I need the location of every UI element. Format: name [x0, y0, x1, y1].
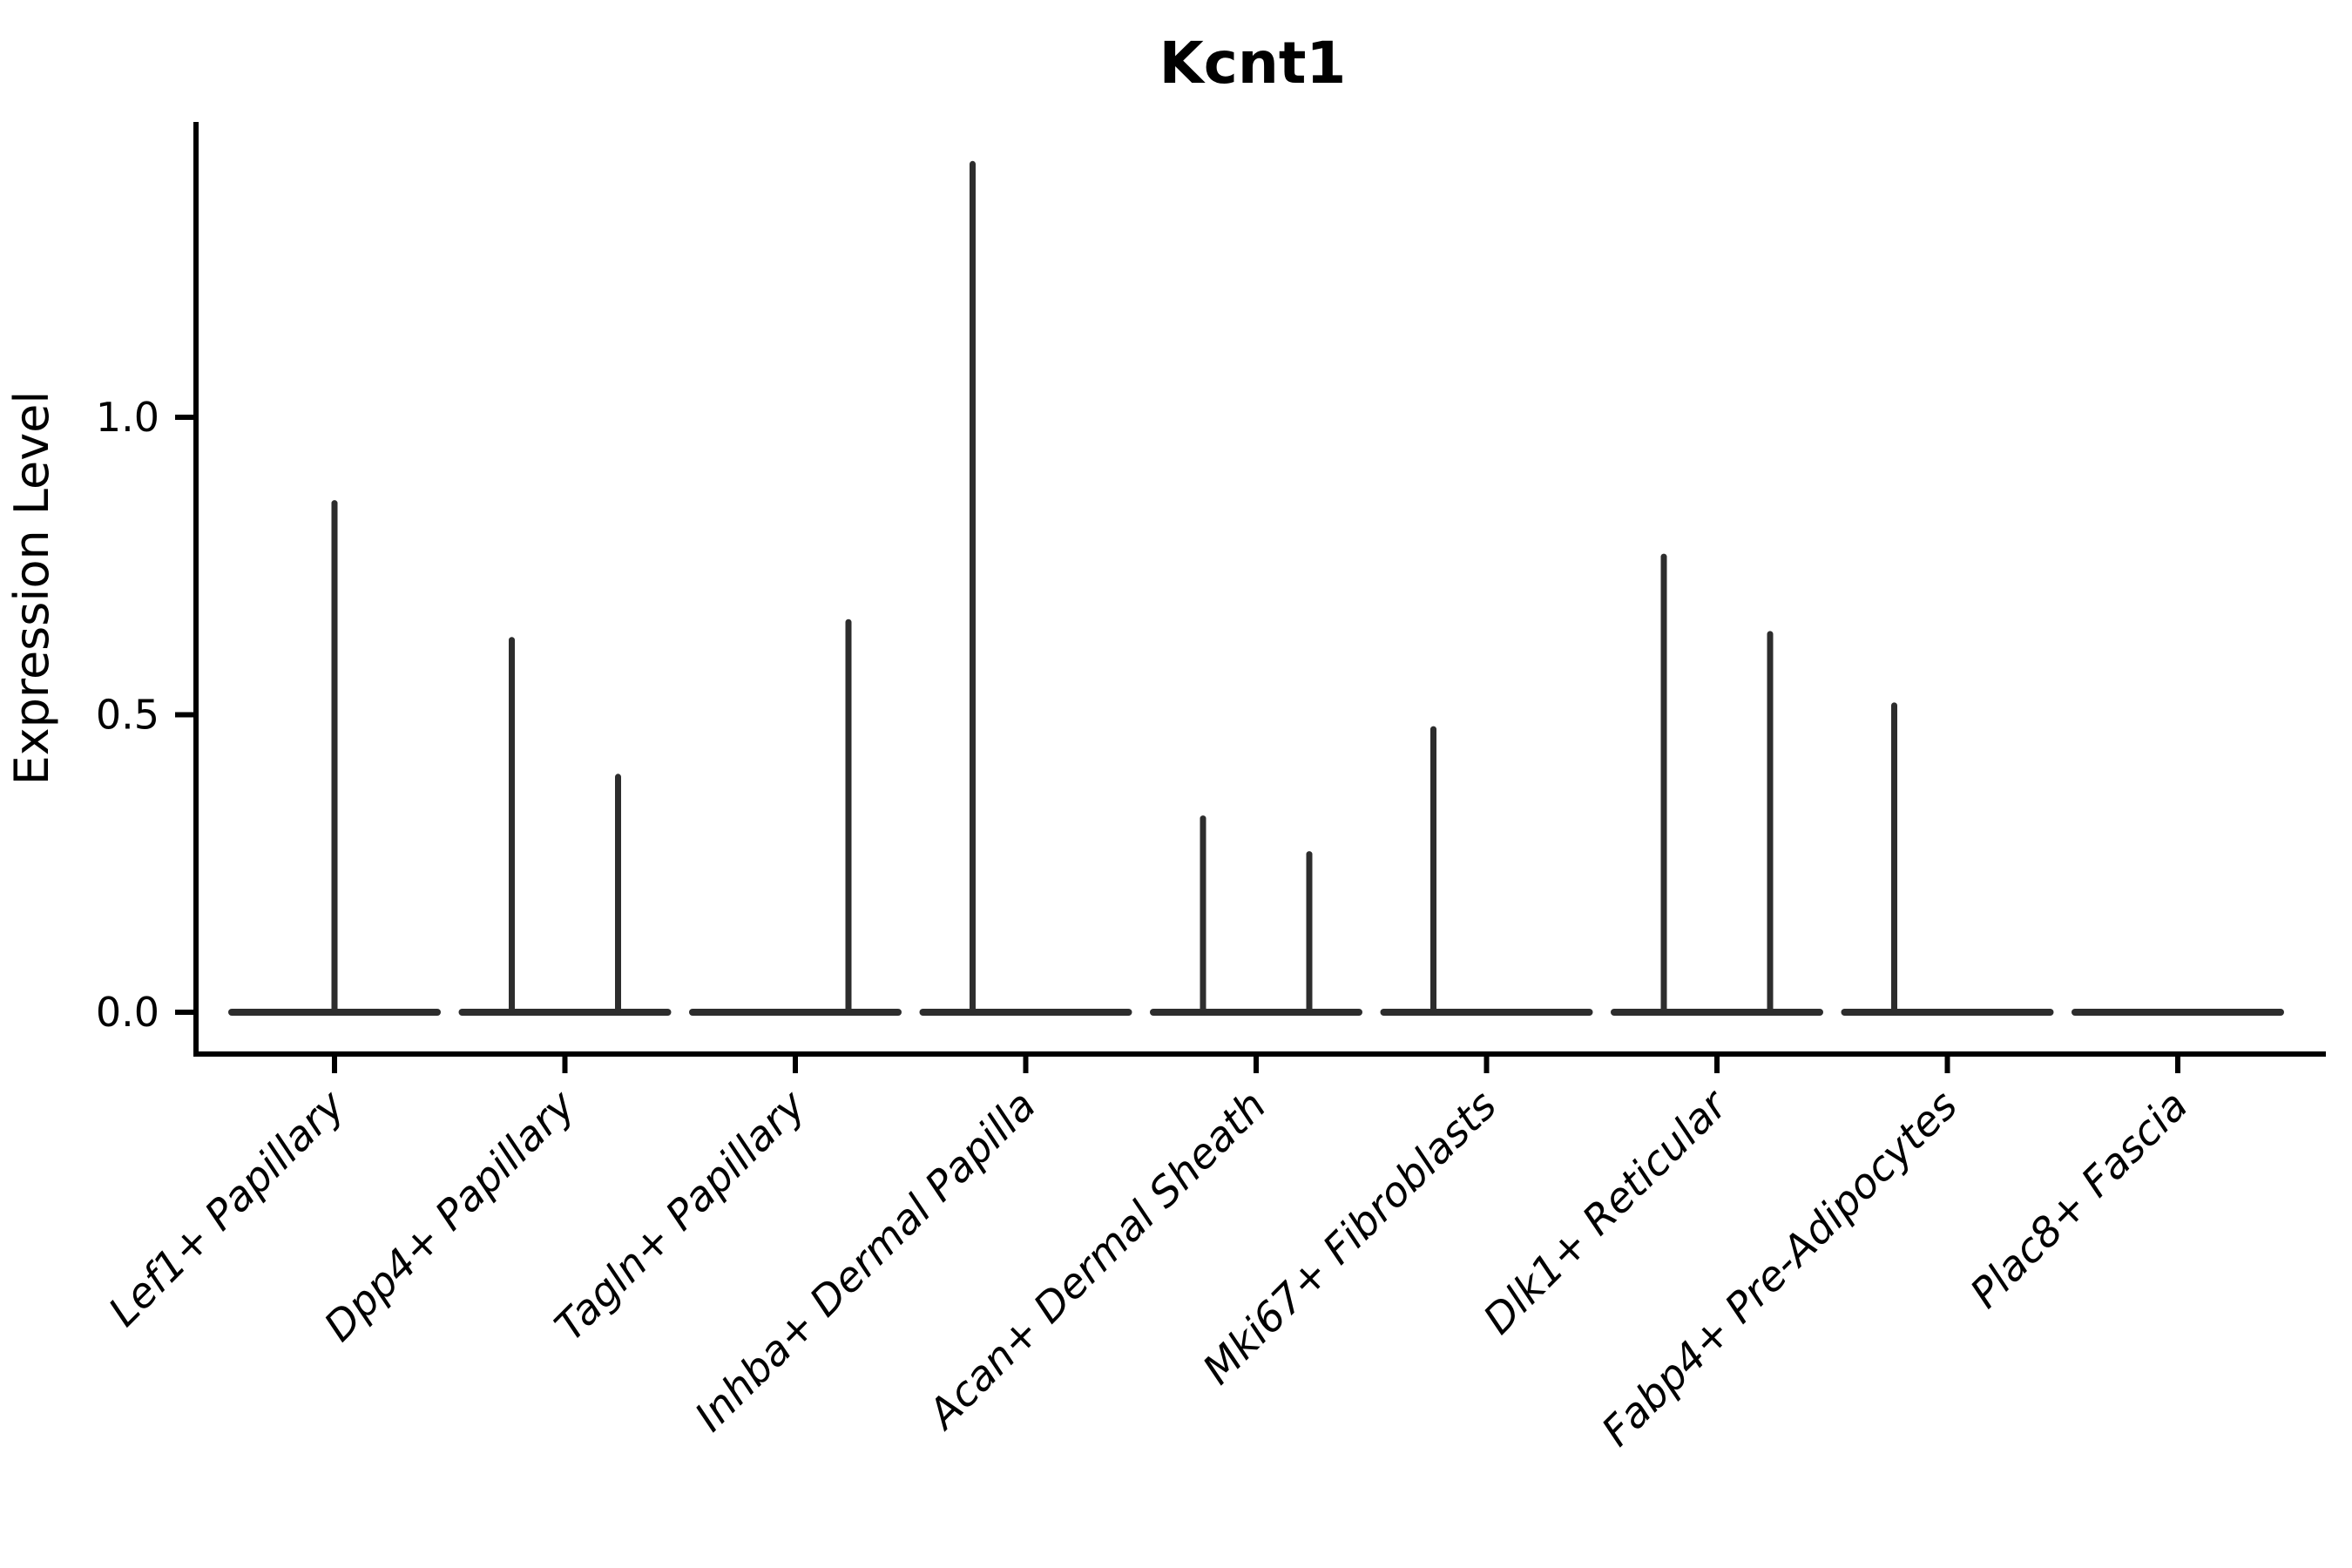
violin-group — [228, 500, 441, 1016]
x-tick-label: Tagln+ Papillary — [546, 1081, 816, 1351]
violin-group — [689, 618, 902, 1016]
y-axis-label: Expression Level — [4, 391, 59, 786]
violin-group — [458, 637, 672, 1016]
violin-group — [1841, 702, 2054, 1016]
x-tick-label: Dpp4+ Papillary — [315, 1081, 585, 1351]
y-tick-label: 0.5 — [96, 692, 159, 739]
y-tick-label: 1.0 — [96, 394, 159, 441]
violin-group — [1150, 815, 1362, 1016]
violin-group — [919, 160, 1132, 1016]
x-tick-label: Plac8+ Fascia — [1961, 1082, 2197, 1318]
violin-group — [1611, 553, 1823, 1016]
y-tick-label: 0.0 — [96, 989, 159, 1036]
violins — [228, 160, 2284, 1016]
plot-title: Kcnt1 — [1159, 30, 1347, 97]
violin-group — [1380, 726, 1593, 1016]
x-tick-label: Dlk1+ Reticular — [1475, 1080, 1739, 1344]
x-tick-label: Lef1+ Papillary — [99, 1081, 355, 1336]
y-axis-ticks: 0.0 0.5 1.0 — [96, 394, 196, 1036]
